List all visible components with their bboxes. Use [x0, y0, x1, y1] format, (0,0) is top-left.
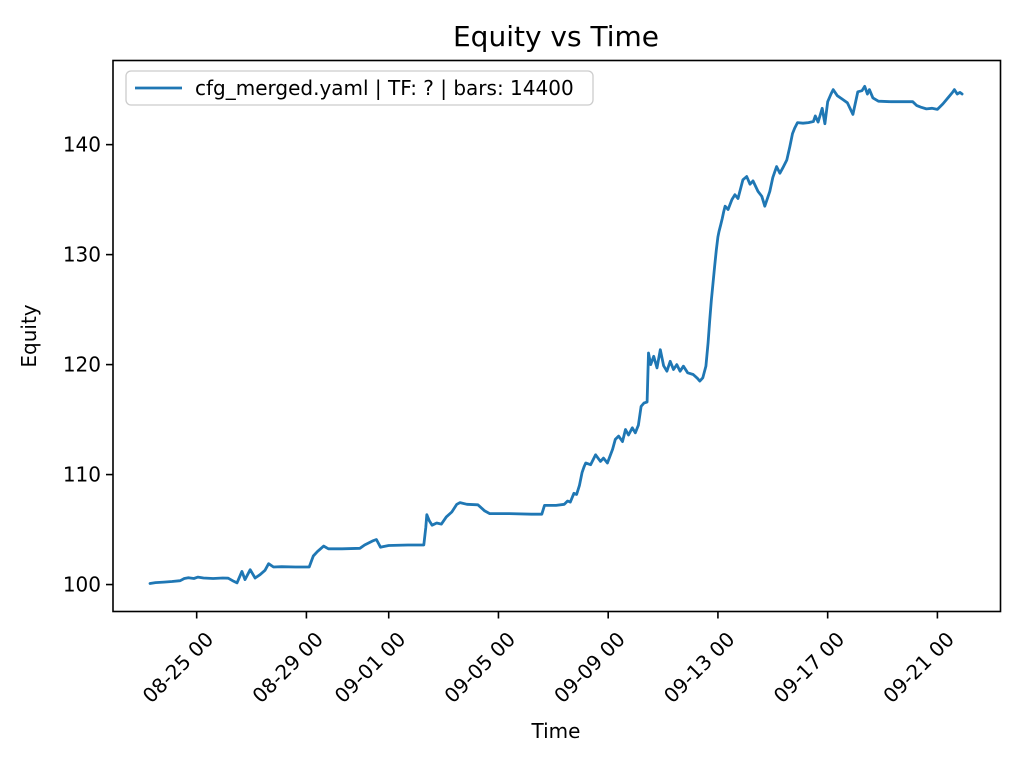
y-tick-label: 100 [63, 573, 101, 597]
x-axis-label: Time [531, 719, 581, 743]
x-tick-label: 09-13 00 [659, 627, 740, 708]
y-tick-label: 130 [63, 243, 101, 267]
y-tick-label: 110 [63, 463, 101, 487]
x-tick-label: 08-25 00 [138, 627, 219, 708]
x-tick-label: 09-01 00 [330, 627, 411, 708]
legend: cfg_merged.yaml | TF: ? | bars: 14400 [125, 70, 594, 106]
x-tick-label: 09-21 00 [878, 627, 959, 708]
x-tick-label: 09-17 00 [769, 627, 850, 708]
chart-title: Equity vs Time [453, 20, 659, 53]
y-axis-label: Equity [17, 304, 41, 367]
plot-frame [112, 59, 1002, 613]
x-tick-label: 09-05 00 [439, 627, 520, 708]
series-layer [148, 84, 964, 585]
x-tick-label: 08-29 00 [247, 627, 328, 708]
y-tick-label: 120 [63, 353, 101, 377]
legend-entry-label: cfg_merged.yaml | TF: ? | bars: 14400 [195, 76, 574, 100]
y-tick-label: 140 [63, 133, 101, 157]
legend-box [125, 70, 594, 106]
equity-curve [148, 84, 964, 585]
x-tick-label: 09-09 00 [549, 627, 630, 708]
